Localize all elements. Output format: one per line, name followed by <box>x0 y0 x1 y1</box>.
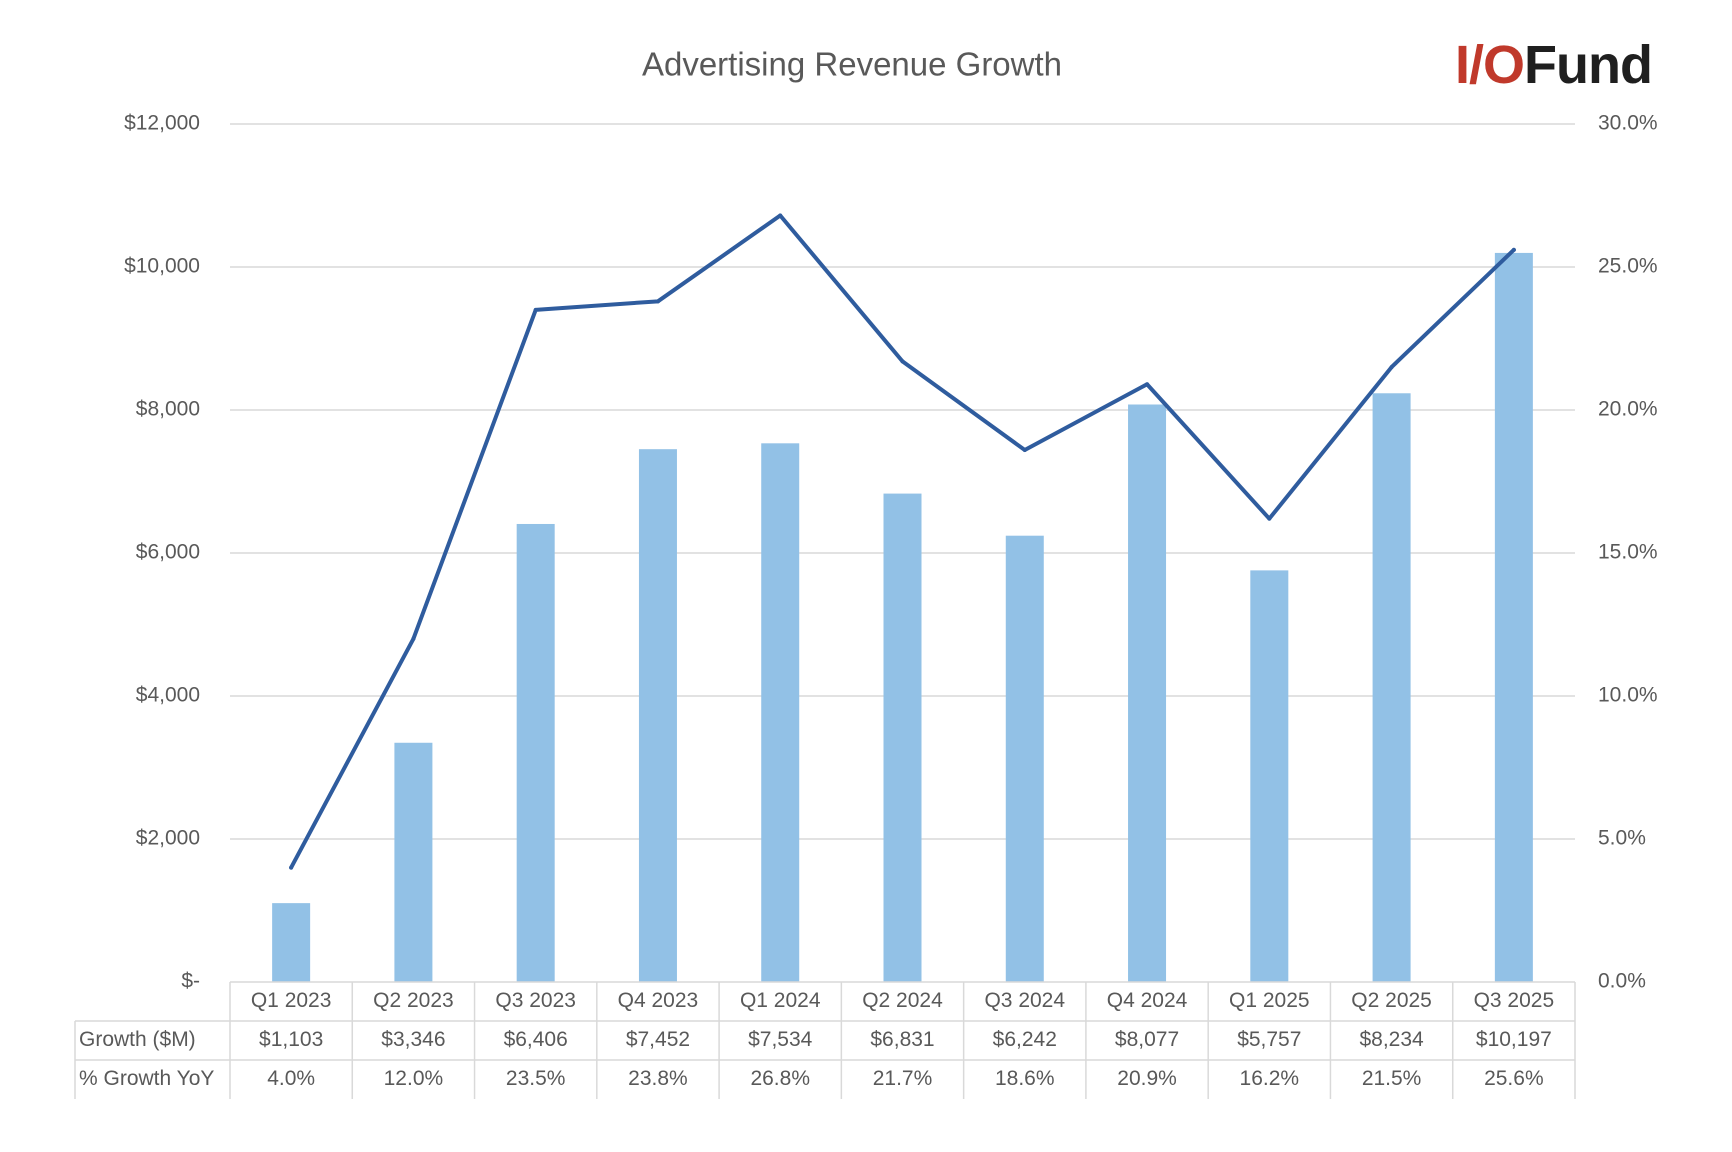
growth-point <box>1145 382 1150 387</box>
bar <box>1250 570 1289 982</box>
table-cell-revenue: $6,831 <box>870 1028 934 1051</box>
y-right-tick-label: 5.0% <box>1598 827 1646 850</box>
chart-title: Advertising Revenue Growth <box>642 46 1062 83</box>
table-row-label: Growth ($M) <box>79 1028 196 1051</box>
logo-io-text: I/O <box>1455 35 1525 95</box>
y-left-tick-label: $8,000 <box>136 398 200 421</box>
table-cell-revenue: $10,197 <box>1476 1028 1552 1051</box>
y-right-tick-label: 15.0% <box>1598 541 1658 564</box>
table-cell-growth: 23.8% <box>628 1067 688 1090</box>
table-cell-growth: 20.9% <box>1117 1067 1177 1090</box>
table-cell-growth: 4.0% <box>267 1067 315 1090</box>
x-tick-label: Q3 2024 <box>984 989 1065 1012</box>
table-cell-revenue: $6,242 <box>993 1028 1057 1051</box>
growth-point <box>1389 365 1394 370</box>
growth-point <box>411 636 416 641</box>
bar <box>883 493 922 982</box>
brand-logo: I/OFund <box>1455 35 1653 95</box>
y-right-tick-label: 0.0% <box>1598 970 1646 993</box>
bar <box>1005 535 1044 982</box>
growth-point <box>778 213 783 218</box>
table-cell-growth: 21.5% <box>1362 1067 1422 1090</box>
x-tick-label: Q2 2025 <box>1351 989 1432 1012</box>
x-tick-label: Q2 2024 <box>862 989 943 1012</box>
y-left-tick-label: $4,000 <box>136 684 200 707</box>
table-cell-growth: 16.2% <box>1240 1067 1300 1090</box>
table-cell-growth: 25.6% <box>1484 1067 1544 1090</box>
y-right-tick-label: 25.0% <box>1598 255 1658 278</box>
bar <box>394 742 433 982</box>
growth-point <box>1022 448 1027 453</box>
table-cell-revenue: $3,346 <box>381 1028 445 1051</box>
bar <box>1494 252 1533 983</box>
bar <box>272 903 311 982</box>
table-row-label: % Growth YoY <box>79 1067 214 1090</box>
x-tick-label: Q2 2023 <box>373 989 454 1012</box>
table-cell-revenue: $8,234 <box>1359 1028 1424 1051</box>
y-left-tick-label: $12,000 <box>124 112 200 135</box>
x-tick-label: Q1 2023 <box>251 989 332 1012</box>
growth-point <box>289 865 294 870</box>
table-cell-revenue: $6,406 <box>504 1028 568 1051</box>
x-tick-label: Q4 2024 <box>1107 989 1188 1012</box>
table-cell-revenue: $7,452 <box>626 1028 690 1051</box>
table-cell-revenue: $1,103 <box>259 1028 323 1051</box>
bar <box>638 449 677 982</box>
table-cell-growth: 21.7% <box>873 1067 933 1090</box>
y-right-tick-label: 20.0% <box>1598 398 1658 421</box>
y-left-tick-label: $- <box>181 970 200 993</box>
table-cell-growth: 18.6% <box>995 1067 1055 1090</box>
logo-fund-text: Fund <box>1524 35 1653 95</box>
x-tick-label: Q3 2023 <box>495 989 576 1012</box>
table-cell-growth: 23.5% <box>506 1067 566 1090</box>
growth-point <box>1511 247 1516 252</box>
bar <box>516 523 555 982</box>
bar <box>1128 404 1167 982</box>
y-right-tick-label: 30.0% <box>1598 112 1658 135</box>
bar <box>761 443 800 983</box>
table-cell-revenue: $5,757 <box>1237 1028 1301 1051</box>
table-cell-growth: 12.0% <box>384 1067 444 1090</box>
y-left-tick-label: $2,000 <box>136 827 200 850</box>
y-right-tick-label: 10.0% <box>1598 684 1658 707</box>
growth-point <box>900 359 905 364</box>
growth-point <box>533 307 538 312</box>
x-tick-label: Q3 2025 <box>1474 989 1555 1012</box>
y-left-tick-label: $6,000 <box>136 541 200 564</box>
growth-point <box>655 299 660 304</box>
bar <box>1372 393 1411 982</box>
y-left-tick-label: $10,000 <box>124 255 200 278</box>
table-cell-revenue: $7,534 <box>748 1028 813 1051</box>
x-tick-label: Q1 2024 <box>740 989 821 1012</box>
table-cell-growth: 26.8% <box>750 1067 810 1090</box>
table-cell-revenue: $8,077 <box>1115 1028 1179 1051</box>
x-tick-label: Q1 2025 <box>1229 989 1310 1012</box>
x-tick-label: Q4 2023 <box>618 989 699 1012</box>
growth-point <box>1267 516 1272 521</box>
